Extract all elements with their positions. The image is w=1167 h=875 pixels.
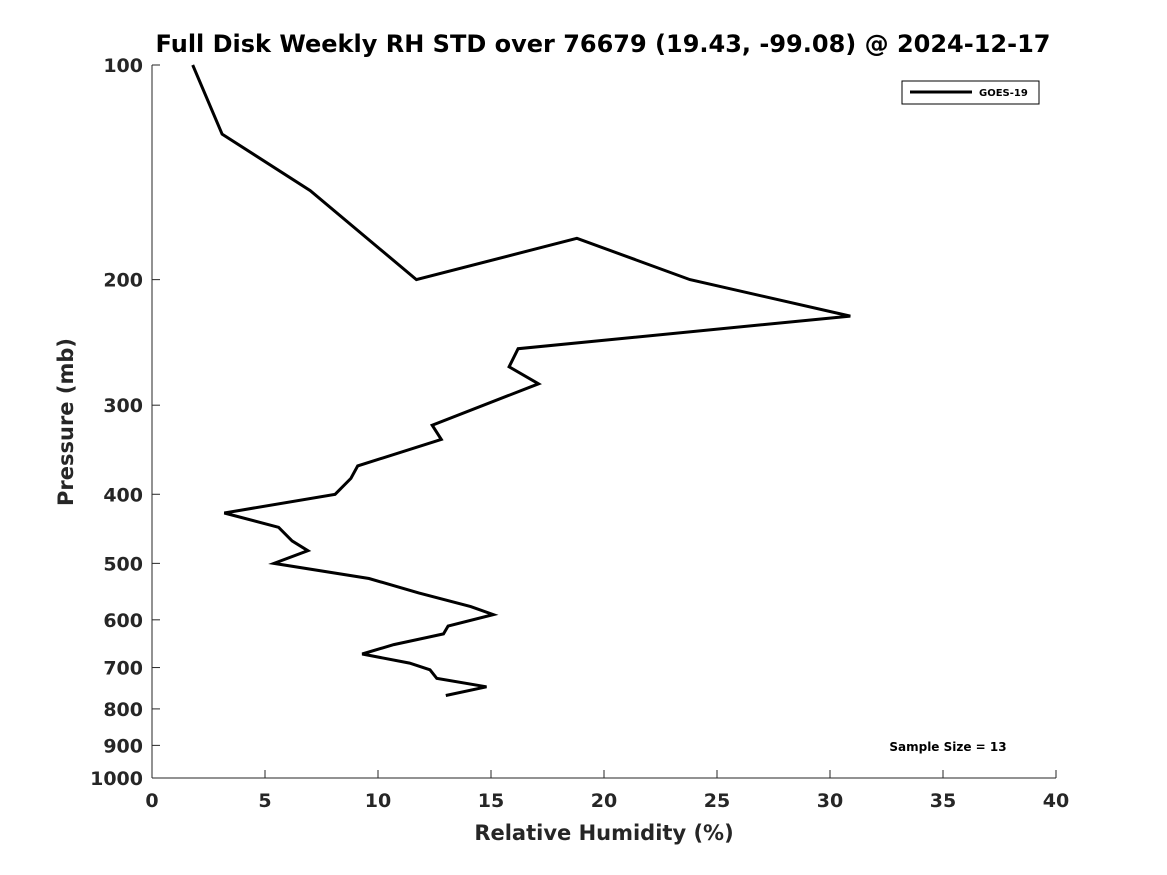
plot-axes: 0 5 10 15 20 25 30 35 40 100 200 300 400 500 600 700 800… xyxy=(90,55,1069,812)
y-tick-label: 400 xyxy=(103,484,143,506)
y-tick-label: 500 xyxy=(103,553,143,575)
y-tick-label: 700 xyxy=(103,658,143,680)
x-tick-label: 5 xyxy=(258,790,271,812)
x-tick-label: 0 xyxy=(145,790,158,812)
y-tick-label: 100 xyxy=(103,55,143,77)
chart-title: Full Disk Weekly RH STD over 76679 (19.4… xyxy=(156,30,1051,58)
y-tick-label: 900 xyxy=(103,735,143,757)
x-tick-label: 10 xyxy=(365,790,391,812)
sample-size-annotation: Sample Size = 13 xyxy=(889,740,1006,754)
y-tick-label: 300 xyxy=(103,395,143,417)
legend: GOES-19 xyxy=(901,80,1040,105)
x-tick-label: 40 xyxy=(1043,790,1069,812)
y-tick-label: 1000 xyxy=(90,768,143,790)
x-tick-label: 35 xyxy=(930,790,956,812)
legend-label-goes-19: GOES-19 xyxy=(979,88,1028,99)
series-layer xyxy=(191,64,851,697)
x-tick-label: 25 xyxy=(704,790,730,812)
x-tick-label: 20 xyxy=(591,790,617,812)
x-tick-label: 30 xyxy=(817,790,843,812)
y-axis-label: Pressure (mb) xyxy=(54,338,78,506)
y-tick-label: 800 xyxy=(103,699,143,721)
series-line-goes-19 xyxy=(191,64,851,697)
x-tick-label: 15 xyxy=(478,790,504,812)
y-tick-label: 200 xyxy=(103,270,143,292)
y-tick-label: 600 xyxy=(103,610,143,632)
x-axis-label: Relative Humidity (%) xyxy=(474,821,733,845)
